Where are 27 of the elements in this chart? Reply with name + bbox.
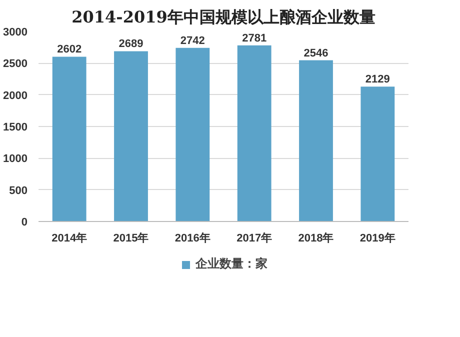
bar xyxy=(176,48,210,222)
data-label: 2602 xyxy=(57,44,82,56)
y-tick-label: 3000 xyxy=(3,26,28,38)
data-label: 2781 xyxy=(242,32,267,44)
data-label: 2742 xyxy=(180,34,205,47)
x-tick-label: 2018年 xyxy=(298,232,334,244)
bar xyxy=(52,56,86,222)
chart-title: 2014-2019年中国规模以上酿酒企业数量 xyxy=(72,8,376,26)
bar xyxy=(237,45,272,222)
bar xyxy=(114,51,148,222)
y-tick-label: 0 xyxy=(21,216,28,228)
data-label: 2546 xyxy=(304,47,328,60)
x-tick-label: 2016年 xyxy=(174,232,210,244)
x-tick-label: 2019年 xyxy=(360,232,396,244)
y-tick-label: 1500 xyxy=(3,122,28,134)
y-tick-label: 1000 xyxy=(3,153,28,166)
y-tick-label: 2000 xyxy=(3,90,28,102)
x-tick-label: 2015年 xyxy=(113,232,149,244)
legend-label: 企业数量：家 xyxy=(196,256,268,272)
bar xyxy=(299,60,333,222)
data-label: 2129 xyxy=(365,74,390,86)
data-label: 2689 xyxy=(118,38,144,50)
x-tick-label: 2014年 xyxy=(52,232,88,244)
x-tick-label: 2017年 xyxy=(236,232,272,244)
y-tick-label: 2500 xyxy=(3,58,28,70)
bar xyxy=(360,86,395,222)
y-tick-label: 500 xyxy=(9,184,28,197)
